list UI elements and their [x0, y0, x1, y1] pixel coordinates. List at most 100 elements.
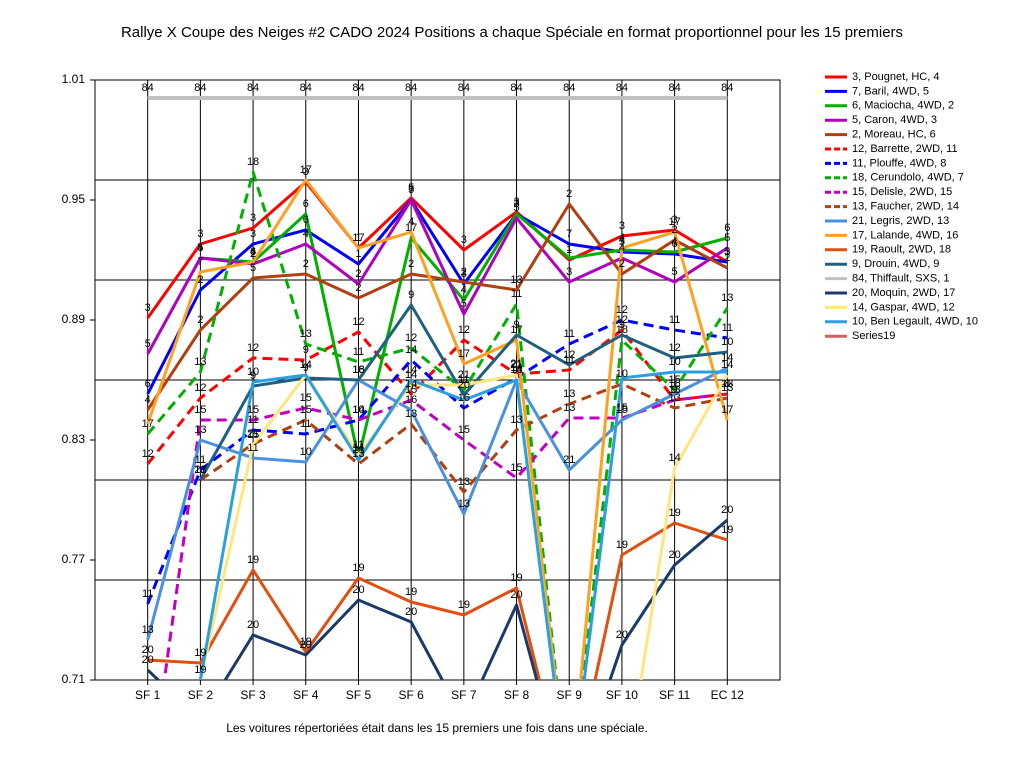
point-label: 19 — [721, 524, 733, 536]
x-tick-label: SF 5 — [346, 688, 372, 702]
point-label: 13 — [194, 464, 206, 476]
point-label: 14 — [300, 359, 312, 371]
point-label: 12 — [405, 332, 417, 344]
point-label: 84 — [405, 82, 417, 94]
legend-label: 14, Gaspar, 4WD, 12 — [852, 301, 955, 313]
point-label: 3 — [724, 246, 730, 258]
x-tick-label: SF 4 — [293, 688, 319, 702]
point-label: 19 — [194, 647, 206, 659]
point-label: 18 — [352, 364, 364, 376]
series-line — [199, 382, 728, 494]
series-line — [146, 366, 728, 641]
point-label: 7 — [408, 184, 414, 196]
point-label: 5 — [619, 236, 625, 248]
point-label: 14 — [405, 369, 417, 381]
point-label: 6 — [250, 246, 256, 258]
point-label: 4 — [145, 394, 151, 406]
point-label: 84 — [616, 82, 628, 94]
point-label: 12 — [194, 382, 206, 394]
legend-label: 10, Ben Legault, 4WD, 10 — [852, 316, 978, 328]
point-label: 1 — [566, 244, 572, 256]
series-line — [146, 328, 728, 465]
point-label: 10 — [721, 336, 733, 348]
legend-label: 6, Maciocha, 4WD, 2 — [852, 100, 954, 112]
point-label: 2 — [566, 188, 572, 200]
point-label: 15 — [194, 404, 206, 416]
point-label: 11 — [458, 374, 469, 386]
point-label: 20 — [458, 379, 470, 391]
series-line — [146, 180, 729, 319]
point-label: 13 — [510, 274, 522, 286]
point-label: 19 — [352, 562, 364, 574]
point-label: 9 — [672, 384, 678, 396]
point-label: 15 — [510, 462, 522, 474]
point-label: 15 — [247, 404, 259, 416]
point-label: 84 — [721, 82, 733, 94]
point-label: 21 — [510, 359, 522, 371]
x-tick-label: SF 1 — [135, 688, 161, 702]
x-tick-label: SF 6 — [398, 688, 424, 702]
point-label: 84 — [194, 82, 206, 94]
point-label: 6 — [145, 378, 151, 390]
point-label: 19 — [458, 599, 470, 611]
point-label: 12 — [458, 324, 470, 336]
point-label: 84 — [142, 82, 154, 94]
point-label: 5 — [408, 182, 414, 194]
point-label: 4 — [303, 228, 309, 240]
legend-label: 7, Baril, 4WD, 5 — [852, 85, 929, 97]
point-label: 14 — [510, 364, 522, 376]
point-label: 1 — [566, 242, 572, 254]
point-label: 13 — [194, 356, 206, 368]
point-label: 13 — [668, 392, 680, 404]
point-label: 19 — [510, 572, 522, 584]
series-line — [200, 212, 728, 460]
y-tick-label: 0.77 — [62, 552, 86, 566]
point-label: 17 — [352, 232, 364, 244]
point-label: 4 — [250, 246, 256, 258]
point-label: 9 — [619, 319, 625, 331]
point-label: 14 — [300, 359, 312, 371]
point-label: 15 — [668, 374, 680, 386]
series-line — [146, 198, 728, 395]
point-label: 3 — [197, 228, 203, 240]
point-label: 20 — [668, 549, 680, 561]
point-label: 17 — [668, 216, 680, 228]
series-layer — [146, 96, 729, 680]
point-label: 11 — [511, 288, 522, 300]
point-label: 3 — [461, 268, 467, 280]
point-label: 13 — [668, 384, 680, 396]
y-tick-label: 0.89 — [62, 312, 86, 326]
series-line — [146, 170, 729, 680]
point-label: 19 — [405, 586, 417, 598]
point-label: 5 — [724, 246, 730, 258]
point-label: 2 — [408, 258, 414, 270]
point-label: 4 — [619, 232, 625, 244]
point-label: 20 — [721, 504, 733, 516]
point-label: 5 — [197, 242, 203, 254]
legend-label: 2, Moreau, HC, 6 — [852, 129, 936, 141]
point-label: 84 — [510, 82, 522, 94]
point-label: 15 — [300, 404, 312, 416]
point-label: 10 — [247, 366, 259, 378]
legend-label: 5, Caron, 4WD, 3 — [852, 114, 937, 126]
legend-label: 21, Legris, 2WD, 13 — [852, 215, 949, 227]
point-label: 20 — [405, 606, 417, 618]
legend-label: 18, Cerundolo, 4WD, 7 — [852, 172, 964, 184]
point-label: 14 — [510, 362, 522, 374]
point-label: 2 — [197, 274, 203, 286]
point-label: 8 — [724, 378, 730, 390]
point-label: 9 — [303, 344, 309, 356]
point-label: 84 — [300, 82, 312, 94]
point-label: 4 — [461, 284, 467, 296]
point-label: 20 — [142, 654, 154, 666]
point-label: 13 — [405, 408, 417, 420]
legend-label: 3, Pougnet, HC, 4 — [852, 71, 939, 83]
point-label: 11 — [142, 588, 153, 600]
point-label: 4 — [408, 216, 414, 228]
series-line — [146, 202, 729, 411]
point-label: 11 — [353, 346, 364, 358]
point-label: 3 — [619, 220, 625, 232]
legend-label: 12, Barrette, 2WD, 11 — [852, 143, 958, 155]
point-label: 19 — [668, 507, 680, 519]
